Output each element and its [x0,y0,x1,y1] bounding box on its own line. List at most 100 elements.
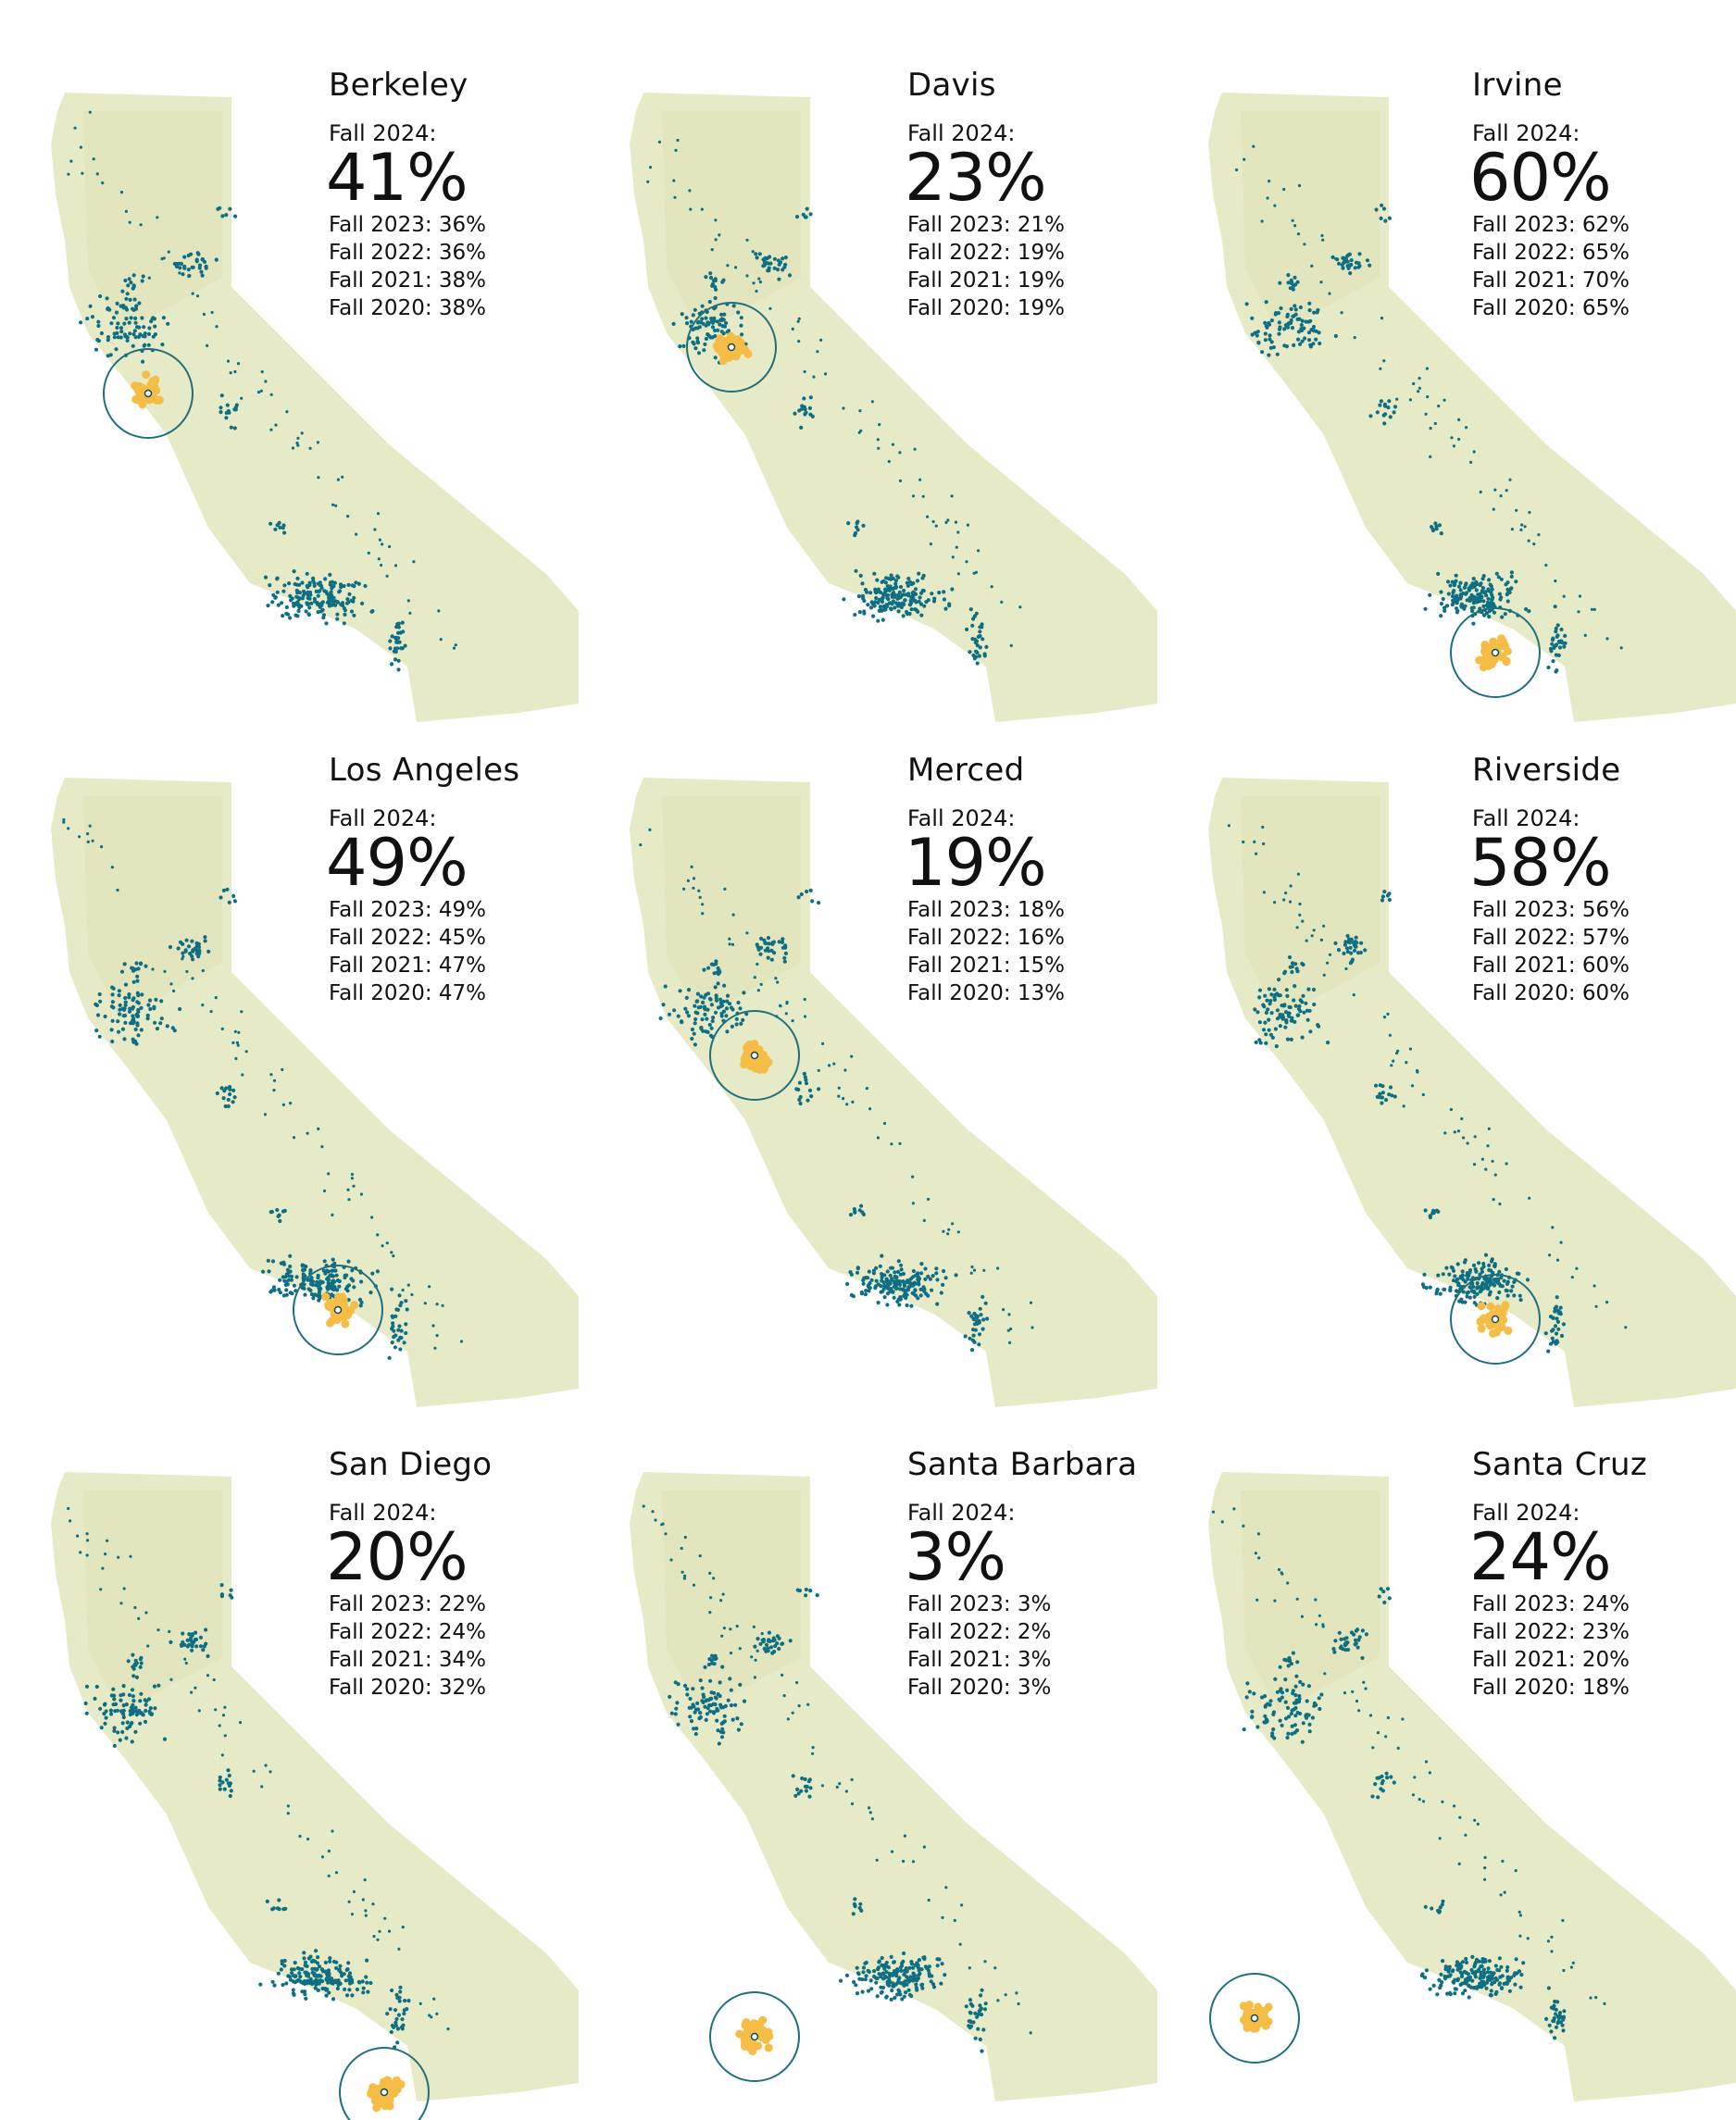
campus-name: Davis [907,67,996,104]
california-map [1208,93,1736,722]
campus-location-marker [1491,648,1500,657]
california-map [51,93,579,722]
campus-panel: San Diego Fall 2024: 20% Fall 2023: 22% Fall… [0,1435,579,2120]
history-line: Fall 2020: 19% [907,296,1066,320]
terrain-shading [1241,111,1380,333]
california-landmass [51,778,579,1407]
california-landmass [1208,93,1736,722]
history-line: Fall 2023: 56% [1472,898,1630,922]
current-term-label: Fall 2024: [329,805,437,831]
history-line: Fall 2022: 65% [1472,241,1630,265]
history-line: Fall 2022: 45% [329,926,487,950]
campus-stats: Santa Barbara Fall 2024: 3% Fall 2023: 3% Fa… [905,1446,1138,1702]
history-line: Fall 2021: 38% [329,268,487,293]
history-line: Fall 2021: 47% [329,954,487,978]
california-landmass [51,93,579,722]
history-line: Fall 2021: 15% [907,954,1066,978]
student-dots [639,828,1034,1353]
history-line: Fall 2021: 3% [907,1648,1052,1672]
campus-location-marker [144,389,153,398]
history-line: Fall 2021: 19% [907,268,1066,293]
current-term-label: Fall 2024: [907,1500,1016,1526]
history-line: Fall 2020: 65% [1472,296,1630,320]
current-percentage: 60% [1469,140,1612,216]
california-map [1208,778,1736,1407]
current-percentage: 24% [1469,1519,1612,1595]
terrain-shading [83,796,222,1018]
history-line: Fall 2022: 2% [907,1620,1052,1644]
current-term-label: Fall 2024: [329,120,437,146]
california-map [51,1472,579,2120]
campus-panel: Los Angeles Fall 2024: 49% Fall 2023: 49% Fa… [0,741,579,1426]
history-line: Fall 2020: 18% [1472,1676,1630,1700]
campus-radius-circle [1450,607,1541,698]
terrain-shading [662,796,801,1018]
california-landmass [630,93,1157,722]
history-line: Fall 2022: 24% [329,1620,487,1644]
student-dots [642,1504,1032,2053]
campus-radius-circle [293,1265,383,1355]
california-landmass [51,1472,579,2101]
campus-location-marker [333,1305,343,1315]
campus-catchment [735,2015,774,2056]
california-landmass [1208,1472,1736,2101]
student-dots [1211,1507,1606,2040]
terrain-shading [83,1490,222,1713]
campus-radius-circle [709,1010,800,1101]
student-dots [67,110,457,672]
california-landmass [630,778,1157,1407]
campus-stats: Santa Cruz Fall 2024: 24% Fall 2023: 24% Fal… [1469,1446,1648,1702]
campus-stats: Riverside Fall 2024: 58% Fall 2023: 56% Fall… [1469,752,1630,1007]
campus-stats: Merced Fall 2024: 19% Fall 2023: 18% Fall 20… [905,752,1066,1007]
history-line: Fall 2022: 57% [1472,926,1630,950]
campus-stats: Irvine Fall 2024: 60% Fall 2023: 62% Fall 20… [1469,67,1630,322]
student-dots [1235,144,1623,674]
history-line: Fall 2021: 70% [1472,268,1630,293]
history-line: Fall 2022: 16% [907,926,1066,950]
history-line: Fall 2021: 60% [1472,954,1630,978]
history-line: Fall 2020: 3% [907,1676,1052,1700]
campus-radius-circle [1450,1274,1541,1365]
campus-panel: Santa Barbara Fall 2024: 3% Fall 2023: 3% Fa… [579,1435,1157,2120]
current-percentage: 20% [326,1519,468,1595]
history-line: Fall 2023: 24% [1472,1592,1630,1616]
history-line: Fall 2023: 49% [329,898,487,922]
history-line: Fall 2023: 62% [1472,213,1630,237]
student-dots [1227,824,1628,1353]
campus-location-marker [727,343,736,352]
history-line: Fall 2020: 32% [329,1676,487,1700]
current-percentage: 58% [1469,825,1612,901]
california-map [1208,1472,1736,2101]
campus-name: San Diego [329,1446,493,1483]
history-line: Fall 2022: 36% [329,241,487,265]
terrain-shading [662,111,801,333]
terrain-shading [662,1490,801,1713]
california-map [630,93,1157,722]
student-dots [646,138,1022,666]
history-line: Fall 2023: 3% [907,1592,1052,1616]
history-line: Fall 2020: 60% [1472,981,1630,1005]
campus-name: Berkeley [329,67,468,104]
history-line: Fall 2020: 47% [329,981,487,1005]
campus-stats: Los Angeles Fall 2024: 49% Fall 2023: 49% Fa… [326,752,519,1007]
current-term-label: Fall 2024: [907,805,1016,831]
current-term-label: Fall 2024: [1472,805,1580,831]
campus-stats: Berkeley Fall 2024: 41% Fall 2023: 36% Fall … [326,67,487,322]
campus-panel: Davis Fall 2024: 23% Fall 2023: 21% Fall 202… [579,56,1157,741]
campus-radius-circle [709,1991,800,2082]
history-line: Fall 2022: 19% [907,241,1066,265]
current-term-label: Fall 2024: [1472,1500,1580,1526]
campus-name: Santa Barbara [907,1446,1138,1483]
current-percentage: 3% [905,1519,1006,1595]
campus-location-marker [750,2032,759,2041]
terrain-shading [1241,1490,1380,1713]
campus-panel: Merced Fall 2024: 19% Fall 2023: 18% Fall 20… [579,741,1157,1426]
history-line: Fall 2021: 34% [329,1648,487,1672]
california-map [630,1472,1157,2101]
campus-name: Santa Cruz [1472,1446,1648,1483]
california-landmass [630,1472,1157,2101]
campus-stats: Davis Fall 2024: 23% Fall 2023: 21% Fall 202… [905,67,1066,322]
campus-radius-circle [103,348,194,439]
campus-stats: San Diego Fall 2024: 20% Fall 2023: 22% Fall… [326,1446,493,1702]
campus-panel: Santa Cruz Fall 2024: 24% Fall 2023: 24% Fal… [1157,1435,1736,2120]
